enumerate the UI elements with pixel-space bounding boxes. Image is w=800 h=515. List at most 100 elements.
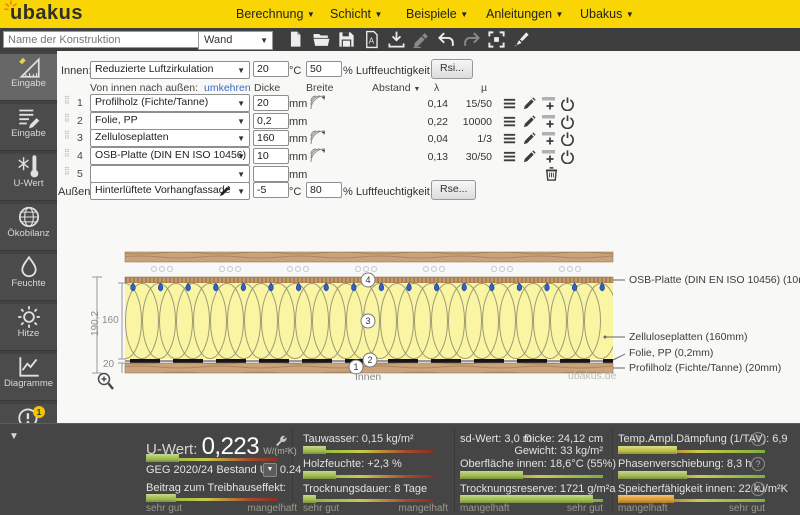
rsi-button[interactable]: Rsi... xyxy=(431,59,473,79)
fullscreen-icon[interactable] xyxy=(487,30,506,49)
material-select[interactable]: OSB-Platte (DIN EN ISO 10456) ▼ xyxy=(90,147,250,165)
toggle-layer-icon[interactable] xyxy=(560,131,576,147)
drag-handle[interactable]: ⣿ xyxy=(64,113,70,122)
geg-standard: GEG 2020/24 Bestand U ≤ 0.24 xyxy=(146,464,302,476)
tauwasser-label: Tauwasser: 0,15 kg/m² xyxy=(303,433,414,445)
geg-dropdown-button[interactable]: ▼ xyxy=(263,463,277,477)
thickness-input[interactable] xyxy=(253,166,289,182)
edit-layer-icon[interactable] xyxy=(522,131,538,147)
redo-icon[interactable] xyxy=(462,30,481,49)
app-header: ubakus Berechnung ▼ Schicht ▼ Beispiele … xyxy=(0,0,800,28)
menu-beispiele[interactable]: Beispiele ▼ xyxy=(406,7,469,21)
aussen-humidity-input[interactable] xyxy=(306,182,342,198)
add-section-button[interactable] xyxy=(310,130,326,148)
sidebar-item-feuchte[interactable]: Feuchte xyxy=(0,254,57,301)
rse-button[interactable]: Rse... xyxy=(431,180,477,200)
sidebar-item-input-2d[interactable]: Eingabe xyxy=(0,54,57,101)
toggle-layer-icon[interactable] xyxy=(560,114,576,130)
add-layer-icon[interactable] xyxy=(541,130,557,146)
scale-right: sehr gut xyxy=(728,503,765,514)
phasenverschiebung-label: Phasenverschiebung: 8,3 h xyxy=(618,458,752,470)
trash-icon[interactable] xyxy=(544,166,560,182)
breite-header: Breite xyxy=(306,82,334,94)
input-2d-icon xyxy=(18,57,40,78)
menu-ubakus[interactable]: Ubakus ▼ xyxy=(580,7,634,21)
oberflaeche-bar xyxy=(460,471,603,479)
construction-name-input[interactable] xyxy=(3,31,199,48)
menu-berechnung[interactable]: Berechnung ▼ xyxy=(236,7,315,21)
mu-value: 1/3 xyxy=(477,133,492,145)
save-icon[interactable] xyxy=(337,30,356,49)
edit-layer-icon[interactable] xyxy=(522,149,538,165)
material-select[interactable]: Zelluloseplatten ▼ xyxy=(90,129,250,147)
construction-type-select[interactable]: Wand ▼ xyxy=(198,31,273,50)
layer-details-icon[interactable] xyxy=(502,131,518,147)
sidebar-item-diagramme[interactable]: Diagramme xyxy=(0,354,57,401)
ventilation-gap xyxy=(150,265,582,273)
chevron-down-icon: ▼ xyxy=(260,36,268,45)
sidebar-item-hitze[interactable]: Hitze xyxy=(0,304,57,351)
abstand-header[interactable]: Abstand ▼ xyxy=(372,82,421,94)
innen-humidity-input[interactable] xyxy=(306,61,342,77)
verify-icon[interactable] xyxy=(512,30,531,49)
toggle-layer-icon[interactable] xyxy=(560,96,576,112)
layer-details-icon[interactable] xyxy=(502,96,518,112)
innen-humidity-label: % Luftfeuchtigkeit xyxy=(343,65,430,77)
open-folder-icon[interactable] xyxy=(312,30,331,49)
add-section-button[interactable] xyxy=(310,148,326,166)
uwert-line: U-Wert: 0,223 W/(m²K) xyxy=(146,433,297,460)
menu-anleitungen[interactable]: Anleitungen ▼ xyxy=(486,7,564,21)
aussen-temp-input[interactable] xyxy=(253,182,289,198)
edit-layer-icon[interactable] xyxy=(522,96,538,112)
drag-handle[interactable]: ⣿ xyxy=(64,130,70,139)
scale-left: mangelhaft xyxy=(618,503,668,514)
construction-cross-section[interactable]: 4 3 21 xyxy=(80,242,625,397)
layer-details-icon[interactable] xyxy=(502,114,518,130)
drag-handle[interactable]: ⣿ xyxy=(64,148,70,157)
reverse-link[interactable]: umkehren xyxy=(204,82,251,94)
svg-text:4: 4 xyxy=(365,275,370,285)
new-file-icon[interactable] xyxy=(287,30,306,49)
aussen-humidity-label: % Luftfeuchtigkeit xyxy=(343,186,430,198)
sidebar-item-input-list[interactable]: Eingabe xyxy=(0,104,57,151)
drag-handle[interactable]: ⣿ xyxy=(64,95,70,104)
thickness-input[interactable] xyxy=(253,130,289,146)
innen-temp-input[interactable] xyxy=(253,61,289,77)
layer-details-icon[interactable] xyxy=(502,149,518,165)
aussen-surface-select[interactable]: Hinterlüftete Vorhangfassade ▼ xyxy=(90,182,250,200)
collapse-panel-button[interactable]: ▼ xyxy=(9,431,19,442)
pdf-export-icon[interactable]: A xyxy=(362,30,381,49)
uwert-value: 0,223 xyxy=(201,433,260,460)
add-layer-icon[interactable] xyxy=(541,148,557,164)
lambda-value: 0,14 xyxy=(427,98,448,110)
ubakus-logo[interactable]: ubakus xyxy=(4,0,83,25)
drag-handle[interactable]: ⣿ xyxy=(64,166,70,175)
wrench-icon[interactable] xyxy=(274,434,288,448)
help-icon[interactable] xyxy=(751,457,765,471)
material-select[interactable]: Profilholz (Fichte/Tanne) ▼ xyxy=(90,94,250,112)
material-select[interactable]: ▼ xyxy=(90,165,250,183)
material-select[interactable]: Folie, PP ▼ xyxy=(90,112,250,130)
download-icon[interactable] xyxy=(387,30,406,49)
menu-schicht[interactable]: Schicht ▼ xyxy=(330,7,383,21)
row-number: 5 xyxy=(77,168,83,180)
sidebar-item-uwert[interactable]: U-Wert xyxy=(0,154,57,201)
thickness-input[interactable] xyxy=(253,95,289,111)
svg-text:A: A xyxy=(369,36,375,45)
input-list-icon xyxy=(18,109,39,129)
add-layer-icon[interactable] xyxy=(541,113,557,129)
unit-label: mm xyxy=(289,116,308,128)
undo-icon[interactable] xyxy=(437,30,456,49)
edit-layer-icon[interactable] xyxy=(522,114,538,130)
add-section-button[interactable] xyxy=(310,95,326,113)
sidebar-item-oekobilanz[interactable]: Ökobilanz xyxy=(0,204,57,251)
thickness-input[interactable] xyxy=(253,148,289,164)
help-icon[interactable] xyxy=(751,482,765,496)
add-layer-icon[interactable] xyxy=(541,95,557,111)
innen-surface-select[interactable]: Reduzierte Luftzirkulation ▼ xyxy=(90,61,250,79)
annotate-icon[interactable] xyxy=(412,30,431,49)
help-icon[interactable] xyxy=(751,432,765,446)
thickness-input[interactable] xyxy=(253,113,289,129)
toggle-layer-icon[interactable] xyxy=(560,149,576,165)
